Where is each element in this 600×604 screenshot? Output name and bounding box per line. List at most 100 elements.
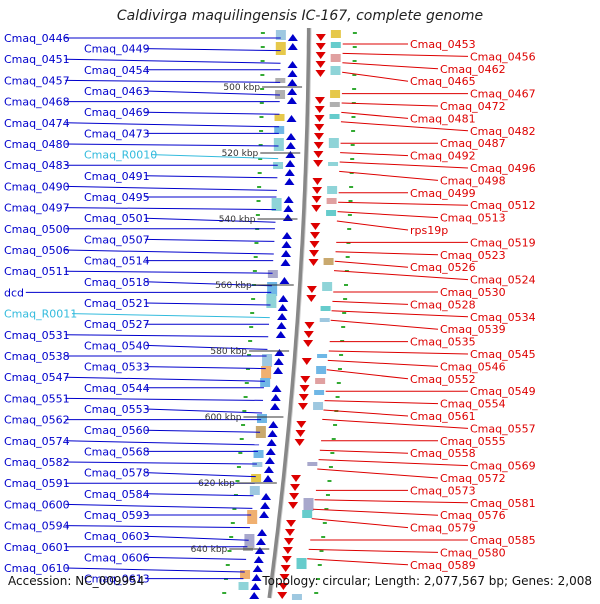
reverse-feature-block	[328, 138, 339, 148]
right-leader-line	[341, 111, 409, 119]
right-gene-label: Cmaq_0481	[410, 112, 476, 125]
forward-gene-arrow	[273, 358, 284, 365]
reverse-feature-block	[317, 354, 328, 358]
forward-feature-block	[260, 378, 271, 387]
outer-ring-tick	[352, 46, 357, 48]
left-gene-label: Cmaq_0474	[4, 117, 70, 130]
left-gene-label: Cmaq_0518	[84, 276, 150, 289]
right-gene-label: Cmaq_0512	[470, 199, 536, 212]
left-gene-label: Cmaq_0606	[84, 551, 150, 564]
inner-ring-tick	[238, 452, 243, 454]
left-leader-line	[145, 344, 268, 350]
right-gene-label: Cmaq_0581	[470, 497, 536, 510]
left-gene-label: Cmaq_0560	[84, 424, 150, 437]
reverse-feature-block	[330, 66, 341, 75]
forward-gene-arrow	[284, 169, 295, 176]
left-leader-line	[145, 175, 278, 179]
left-leader-line	[145, 90, 280, 96]
right-leader-line	[342, 62, 439, 70]
left-leader-line	[65, 567, 245, 573]
right-gene-label: Cmaq_0498	[440, 174, 506, 187]
reverse-gene-arrow	[313, 151, 324, 158]
reverse-gene-arrow	[312, 187, 323, 194]
right-gene-label: Cmaq_0526	[410, 261, 476, 274]
left-gene-label: Cmaq_0473	[84, 127, 150, 140]
right-gene-label: Cmaq_0519	[470, 236, 536, 249]
outer-ring-tick	[331, 438, 336, 440]
left-leader-line	[145, 111, 280, 115]
left-leader-line	[145, 48, 281, 52]
reverse-feature-block	[291, 594, 302, 604]
genome-backbone-shadow	[270, 28, 312, 599]
left-gene-label: Cmaq_0527	[84, 318, 150, 331]
reverse-gene-arrow	[315, 61, 326, 68]
forward-gene-arrow	[257, 529, 268, 536]
reverse-gene-arrow	[313, 142, 324, 149]
forward-feature-block	[267, 270, 278, 278]
reverse-gene-arrow	[306, 295, 317, 302]
forward-gene-arrow	[250, 583, 261, 590]
left-gene-label: Cmaq_0613	[84, 573, 150, 586]
left-leader-line	[65, 58, 281, 64]
reverse-gene-arrow	[309, 250, 320, 257]
forward-gene-arrow	[280, 259, 291, 266]
left-leader-line	[145, 238, 275, 242]
right-gene-label: Cmaq_0557	[470, 422, 536, 435]
right-leader-line	[331, 310, 469, 318]
forward-feature-block	[275, 30, 286, 40]
forward-gene-arrow	[285, 160, 296, 167]
inner-ring-tick	[260, 32, 265, 34]
inner-ring-tick	[239, 438, 244, 440]
reverse-gene-arrow	[306, 286, 317, 293]
left-leader-line	[145, 302, 271, 306]
right-leader-line	[335, 251, 439, 256]
forward-feature-block	[249, 486, 260, 495]
inner-ring-tick	[255, 214, 260, 216]
inner-ring-tick	[229, 536, 234, 538]
reverse-gene-arrow	[314, 124, 325, 131]
left-gene-label: Cmaq_0491	[84, 170, 150, 183]
inner-ring-tick	[257, 186, 262, 188]
right-gene-label: Cmaq_0555	[440, 435, 506, 448]
left-leader-line	[151, 154, 279, 160]
left-gene-label: Cmaq_0480	[4, 138, 70, 151]
right-gene-label: Cmaq_0492	[410, 150, 476, 163]
reverse-gene-arrow	[283, 538, 294, 545]
left-leader-line	[145, 408, 263, 414]
inner-ring-tick	[254, 242, 259, 244]
scale-label: 580 kbp	[210, 347, 247, 357]
reverse-gene-arrow	[290, 484, 301, 491]
reverse-feature-block	[330, 42, 341, 48]
right-gene-label: Cmaq_0558	[410, 447, 476, 460]
reverse-gene-arrow	[303, 340, 314, 347]
right-gene-label: Cmaq_0580	[440, 546, 506, 559]
right-leader-line	[323, 409, 409, 417]
forward-feature-block	[262, 354, 273, 367]
left-gene-label: Cmaq_0483	[4, 159, 70, 172]
right-gene-label: rps19p	[410, 224, 448, 237]
forward-gene-arrow	[277, 304, 288, 311]
left-gene-label: Cmaq_0469	[84, 106, 150, 119]
outer-ring-tick	[352, 32, 357, 34]
left-gene-label: Cmaq_0544	[84, 382, 150, 395]
reverse-feature-block	[296, 558, 307, 569]
topology-text: Topology: circular; Length: 2,077,567 bp…	[262, 574, 592, 588]
left-leader-line	[145, 493, 254, 497]
outer-ring-tick	[351, 130, 356, 132]
right-leader-line	[307, 558, 409, 566]
reverse-gene-arrow	[311, 205, 322, 212]
right-leader-line	[324, 400, 439, 405]
reverse-feature-block	[329, 102, 340, 107]
reverse-feature-block	[328, 162, 339, 166]
forward-gene-arrow	[254, 547, 265, 554]
reverse-feature-block	[327, 186, 338, 194]
reverse-feature-block	[330, 90, 341, 98]
forward-feature-block	[274, 114, 285, 121]
scale-labels: 500 kbp 520 kbp 540 kbp 560 kbp 580 kbp 600 k…	[191, 83, 303, 555]
left-leader-line	[145, 556, 247, 560]
scale-label: 560 kbp	[215, 281, 252, 291]
left-leader-line	[65, 79, 281, 83]
leader-lines	[25, 37, 469, 580]
right-gene-label: Cmaq_0496	[470, 162, 536, 175]
